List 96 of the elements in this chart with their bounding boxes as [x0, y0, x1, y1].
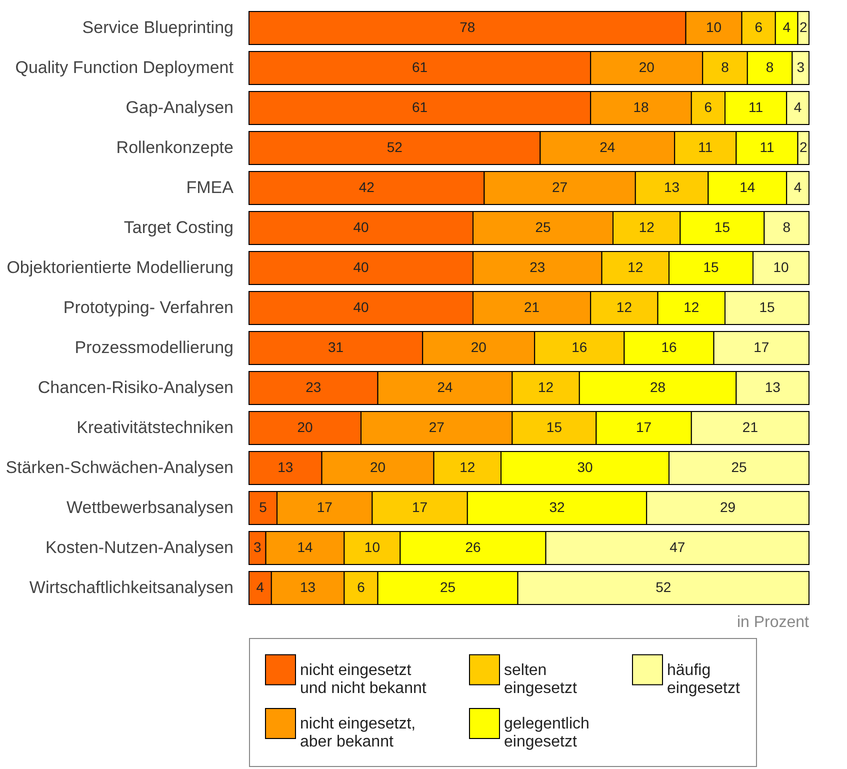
data-label: 12: [460, 459, 476, 475]
y-tick-label: Wettbewerbsanalysen: [66, 498, 234, 517]
y-tick-label: Target Costing: [124, 218, 234, 237]
data-label: 4: [794, 179, 802, 195]
data-label: 17: [754, 339, 770, 355]
data-label: 78: [460, 19, 476, 35]
data-label: 13: [764, 379, 781, 395]
data-label: 25: [440, 579, 456, 595]
data-label: 20: [297, 419, 313, 435]
data-label: 13: [278, 459, 294, 475]
data-label: 11: [748, 99, 764, 115]
data-label: 4: [794, 99, 802, 115]
y-tick-label: Kosten-Nutzen-Analysen: [45, 538, 234, 557]
legend-label: gelegentlich eingesetzt: [504, 716, 590, 750]
data-label: 61: [412, 99, 428, 115]
data-label: 12: [538, 379, 554, 395]
data-label: 3: [796, 59, 805, 75]
y-tick-label: Objektorientierte Modellierung: [6, 258, 234, 277]
y-tick-label: Prototyping- Verfahren: [63, 298, 234, 317]
y-tick-label: Chancen-Risiko-Analysen: [38, 378, 234, 397]
y-tick-label: Quality Function Deployment: [15, 58, 234, 77]
data-label: 21: [524, 299, 540, 315]
data-label: 31: [328, 339, 344, 355]
data-label: 47: [670, 539, 686, 555]
data-label: 4: [782, 19, 791, 35]
data-label: 15: [714, 219, 730, 235]
y-tick-label: Prozessmodellierung: [74, 338, 234, 357]
data-label: 5: [259, 499, 268, 515]
data-label: 40: [353, 299, 369, 315]
data-label: 15: [759, 299, 775, 315]
data-label: 10: [773, 259, 789, 275]
data-label: 14: [740, 179, 756, 195]
y-tick-label: FMEA: [186, 178, 234, 197]
data-label: 8: [721, 59, 730, 75]
data-label: 29: [720, 499, 736, 515]
y-tick-label: Rollenkonzepte: [116, 138, 234, 157]
data-label: 25: [535, 219, 551, 235]
data-label: 18: [633, 99, 649, 115]
data-label: 17: [316, 499, 333, 515]
data-label: 12: [628, 259, 644, 275]
data-label: 61: [412, 59, 428, 75]
data-label: 30: [577, 459, 593, 475]
y-tick-label: Kreativitätstechniken: [76, 418, 234, 437]
data-label: 12: [616, 299, 632, 315]
data-label: 26: [465, 539, 481, 555]
data-label: 13: [300, 579, 316, 595]
data-label: 10: [706, 19, 722, 35]
data-label: 52: [386, 139, 403, 155]
data-label: 32: [549, 499, 565, 515]
data-label: 17: [636, 419, 652, 435]
legend-label: nicht eingesetzt, aber bekannt: [300, 716, 416, 750]
data-label: 40: [353, 259, 369, 275]
data-label: 17: [412, 499, 428, 515]
data-label: 6: [754, 19, 763, 35]
data-label: 23: [306, 379, 322, 395]
data-label: 10: [364, 539, 380, 555]
data-label: 28: [650, 379, 666, 395]
data-label: 12: [684, 299, 700, 315]
y-tick-label: Wirtschaftlichkeitsanalysen: [29, 578, 234, 597]
data-label: 8: [766, 59, 774, 75]
data-label: 16: [572, 339, 588, 355]
legend-label: selten eingesetzt: [504, 662, 578, 697]
data-label: 40: [353, 219, 369, 235]
data-label: 20: [638, 59, 655, 75]
data-label: 15: [546, 419, 562, 435]
legend-label: nicht eingesetzt und nicht bekannt: [300, 662, 427, 697]
data-label: 8: [782, 219, 791, 235]
y-tick-label: Service Blueprinting: [82, 18, 234, 37]
data-label: 15: [703, 259, 719, 275]
data-label: 6: [704, 99, 712, 115]
data-label: 6: [357, 579, 366, 595]
data-label: 11: [760, 139, 774, 155]
data-label: 16: [661, 339, 677, 355]
data-label: 20: [470, 339, 487, 355]
data-label: 12: [638, 219, 655, 235]
legend-label: häufig eingesetzt: [667, 662, 740, 697]
y-tick-label: Stärken-Schwächen-Analysen: [6, 458, 234, 477]
data-label: 24: [437, 379, 453, 395]
data-label: 25: [731, 459, 747, 475]
y-tick-label: Gap-Analysen: [126, 98, 234, 117]
data-label: 21: [742, 419, 758, 435]
data-label: 52: [656, 579, 672, 595]
data-label: 2: [800, 139, 808, 155]
data-label: 3: [254, 539, 262, 555]
data-label: 4: [256, 579, 264, 595]
data-label: 24: [600, 139, 616, 155]
data-label: 42: [358, 179, 375, 195]
data-label: 2: [800, 19, 808, 35]
data-label: 11: [698, 139, 713, 155]
data-label: 27: [552, 179, 568, 195]
text: in Prozent: [736, 614, 810, 631]
data-label: 20: [370, 459, 386, 475]
data-label: 13: [664, 179, 680, 195]
data-label: 23: [530, 259, 546, 275]
data-label: 14: [297, 539, 313, 555]
data-label: 27: [428, 419, 445, 435]
